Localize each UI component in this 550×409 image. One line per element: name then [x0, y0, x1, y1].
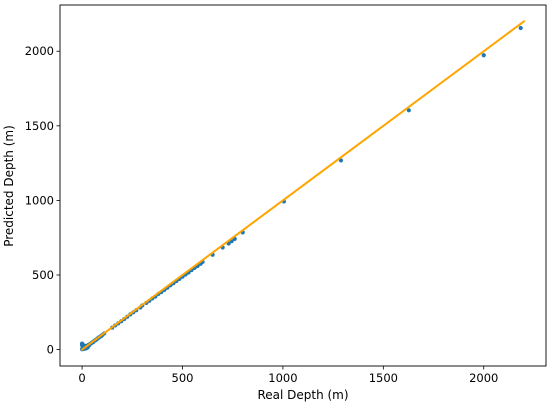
x-tick-label: 1500 — [369, 371, 398, 385]
y-tick-label: 0 — [47, 343, 54, 357]
x-tick-label: 0 — [78, 371, 85, 385]
plot-marks — [79, 20, 526, 352]
reference-line — [80, 20, 526, 351]
y-axis-label: Predicted Depth (m) — [2, 125, 16, 247]
x-tick-label: 2000 — [469, 371, 498, 385]
plot-frame — [59, 4, 547, 367]
y-tick-label: 2000 — [25, 44, 54, 58]
scatter-point — [406, 108, 411, 113]
y-tick-label: 1500 — [25, 119, 54, 133]
scatter-point — [338, 158, 344, 163]
x-tick-label: 500 — [172, 371, 194, 385]
x-axis-label: Real Depth (m) — [257, 388, 348, 402]
scatter-point — [518, 25, 523, 31]
scatter-point — [481, 53, 486, 58]
y-tick-label: 1000 — [25, 193, 54, 207]
x-tick-label: 1000 — [268, 371, 297, 385]
axis-ticks: 0 500 1000 1500 2000 0 500 1000 1500 2000 — [25, 44, 499, 385]
y-tick-label: 500 — [32, 268, 54, 282]
